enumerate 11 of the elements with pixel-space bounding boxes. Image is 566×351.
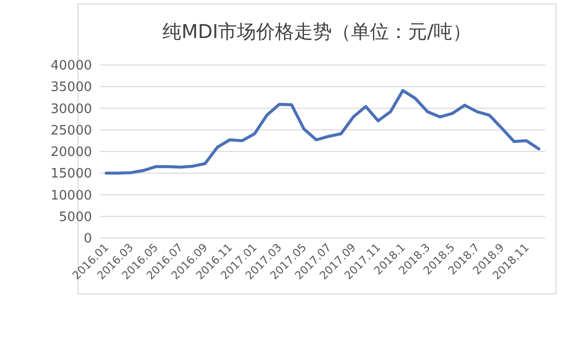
y-tick-label: 0 bbox=[84, 232, 92, 246]
y-tick-label: 5000 bbox=[58, 210, 92, 225]
y-tick-label: 10000 bbox=[50, 188, 92, 204]
y-tick-label: 20000 bbox=[50, 145, 92, 160]
y-tick-label: 30000 bbox=[50, 102, 92, 117]
line-series bbox=[104, 89, 540, 175]
y-tick-label: 40000 bbox=[50, 58, 92, 74]
y-tick-label: 35000 bbox=[50, 80, 92, 96]
y-tick-label: 15000 bbox=[50, 166, 92, 182]
y-tick-label: 25000 bbox=[50, 123, 92, 138]
chart-title: 纯MDI市场价格走势（单位：元/吨） bbox=[162, 21, 472, 43]
